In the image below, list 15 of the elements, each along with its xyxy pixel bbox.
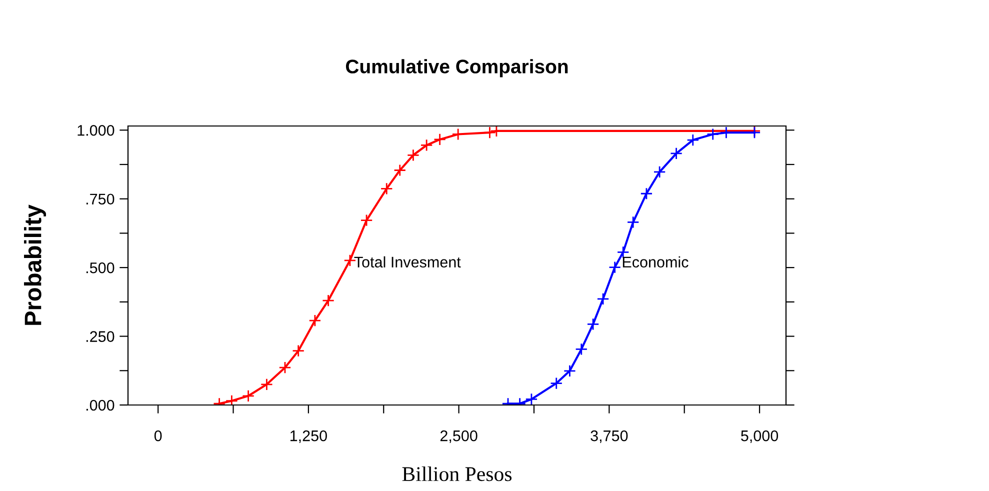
x-tick-label: 0 [154,430,162,442]
y-axis-title: Probability [24,204,46,325]
chart-title: Cumulative Comparison [346,59,568,78]
y-tick-label: .750 [86,194,114,205]
y-tick-label: 1.000 [78,124,114,136]
x-tick-label: 3,750 [590,430,628,444]
x-tick-label: 5,000 [741,430,778,444]
y-tick-label: .000 [86,400,114,411]
annotation: Economic [622,256,688,268]
y-tick-label: .500 [86,262,114,274]
x-tick-label: 1,250 [290,430,327,444]
x-axis-title: Billion Pesos [402,466,512,482]
annotation: Total Invesment [354,256,461,268]
y-tick-label: .250 [86,331,114,342]
x-tick-label: 2,500 [440,430,478,444]
